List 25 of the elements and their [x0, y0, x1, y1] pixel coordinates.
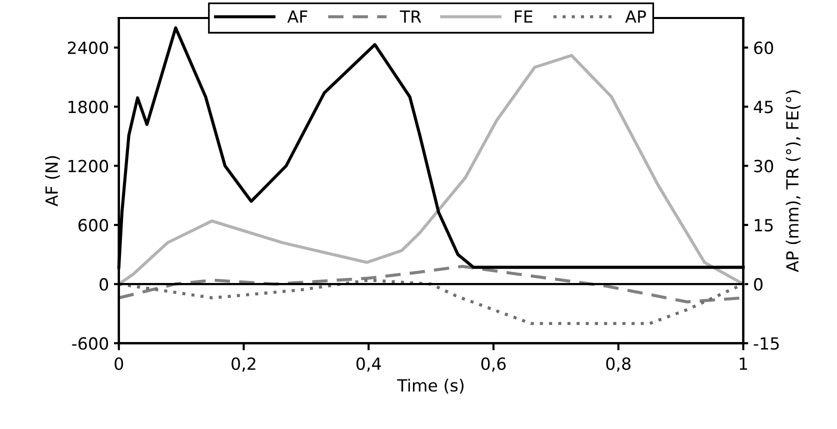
x-tick-label: 0,6 [481, 357, 506, 372]
x-axis-title: Time (s) [397, 378, 464, 394]
x-tick-label: 0 [114, 357, 124, 370]
y2-tick-label: 0 [754, 278, 762, 291]
y2-tick-label: 30 [754, 160, 774, 172]
y-tick-label: 0 [100, 278, 108, 291]
x-tick-label: 1 [740, 358, 748, 370]
x-tick-label: 0,2 [232, 357, 256, 372]
y2-axis-title: AP (mm), TR (°), FE(°) [786, 90, 801, 272]
x-tick-label: 0,8 [606, 357, 630, 372]
y-tick-label: 1800 [68, 100, 108, 114]
y2-tick-label: 60 [754, 42, 774, 54]
y-tick-label: 600 [78, 218, 108, 232]
legend-label: AF [287, 10, 308, 23]
y2-tick-label: 15 [754, 219, 773, 232]
legend-label: FE [514, 10, 532, 23]
legend-label: AP [625, 10, 646, 23]
x-tick-label: 0,4 [356, 357, 381, 372]
y-tick-label: 2400 [68, 42, 108, 54]
y-axis-title: AF (N) [45, 156, 60, 206]
legend-label: TR [400, 10, 422, 23]
y-tick-label: -600 [72, 337, 108, 350]
y-tick-label: 1200 [68, 160, 108, 172]
y2-tick-label: -15 [754, 337, 779, 350]
y2-tick-label: 45 [754, 100, 773, 114]
